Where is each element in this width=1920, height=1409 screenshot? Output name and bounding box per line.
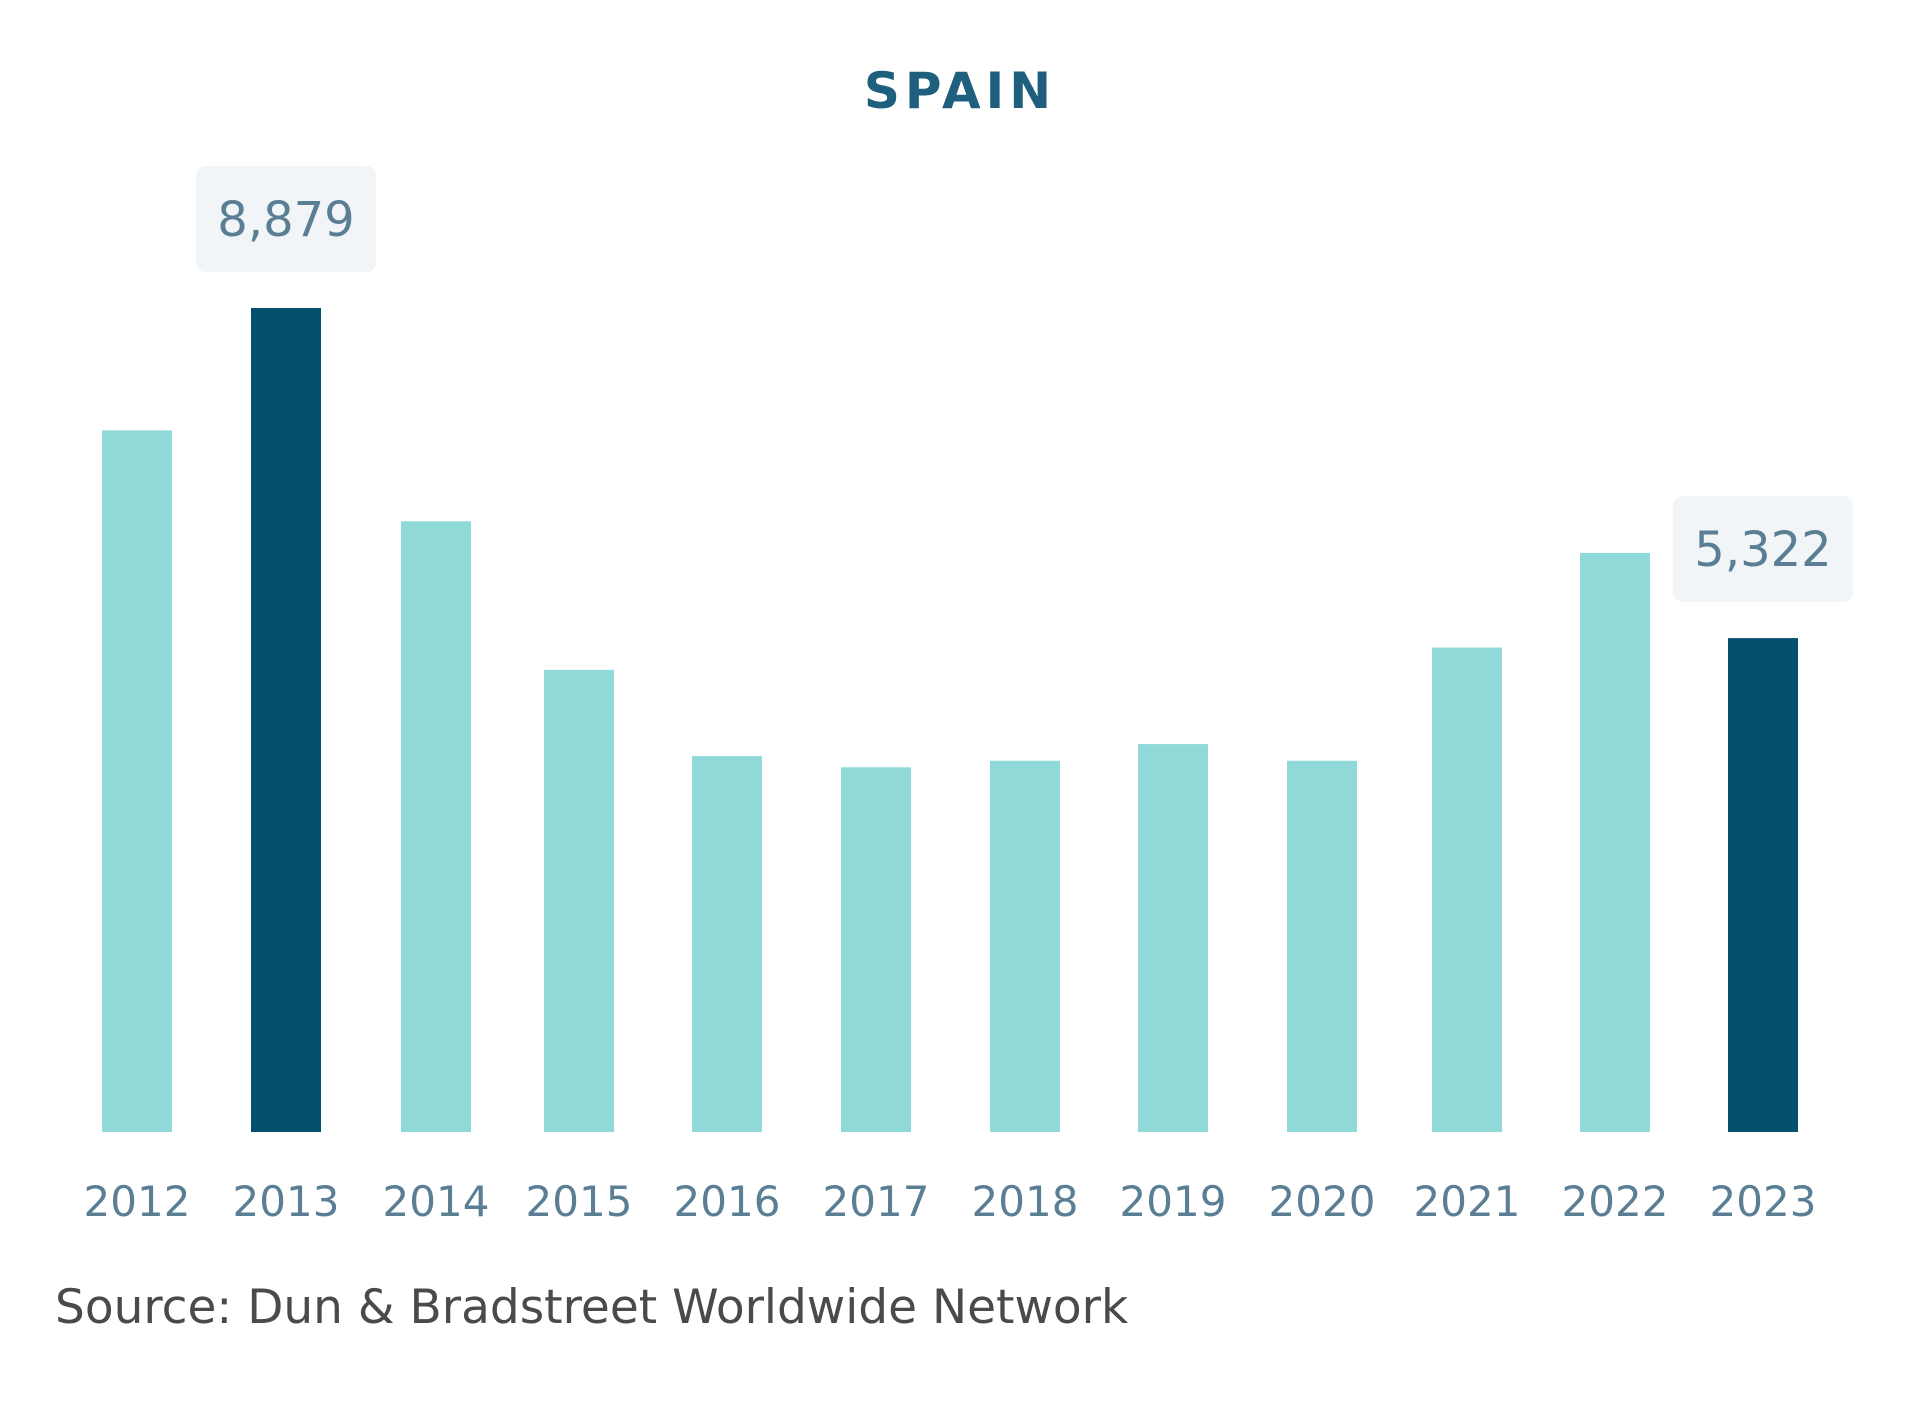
bar-2013 (251, 308, 321, 1132)
data-label-2013: 8,879 (217, 192, 354, 248)
x-tick-label: 2017 (823, 1177, 930, 1226)
bar-2016 (692, 756, 762, 1132)
x-tick-label: 2016 (674, 1177, 781, 1226)
bar-2023 (1728, 638, 1798, 1132)
x-tick-label: 2021 (1414, 1177, 1521, 1226)
x-tick-label: 2015 (526, 1177, 633, 1226)
bar-2014 (401, 521, 471, 1132)
x-tick-label: 2020 (1269, 1177, 1376, 1226)
bar-2017 (841, 767, 911, 1132)
x-tick-label: 2013 (233, 1177, 340, 1226)
bar-2012 (102, 430, 172, 1132)
data-label-2023: 5,322 (1694, 522, 1831, 578)
bar-2018 (990, 760, 1060, 1132)
source-note: Source: Dun & Bradstreet Worldwide Netwo… (55, 1280, 1129, 1335)
bar-2020 (1287, 760, 1357, 1132)
bar-2019 (1138, 744, 1208, 1132)
x-tick-label: 2014 (383, 1177, 490, 1226)
chart-title: SPAIN (863, 62, 1057, 120)
x-tick-label: 2019 (1120, 1177, 1227, 1226)
data-label-box (196, 166, 376, 272)
x-tick-label: 2018 (972, 1177, 1079, 1226)
x-tick-label: 2023 (1710, 1177, 1817, 1226)
data-label-box (1673, 496, 1853, 603)
x-tick-label: 2022 (1562, 1177, 1669, 1226)
bar-2022 (1580, 552, 1650, 1132)
bar-2021 (1432, 647, 1502, 1132)
bar-2015 (544, 669, 614, 1132)
x-tick-label: 2012 (84, 1177, 191, 1226)
